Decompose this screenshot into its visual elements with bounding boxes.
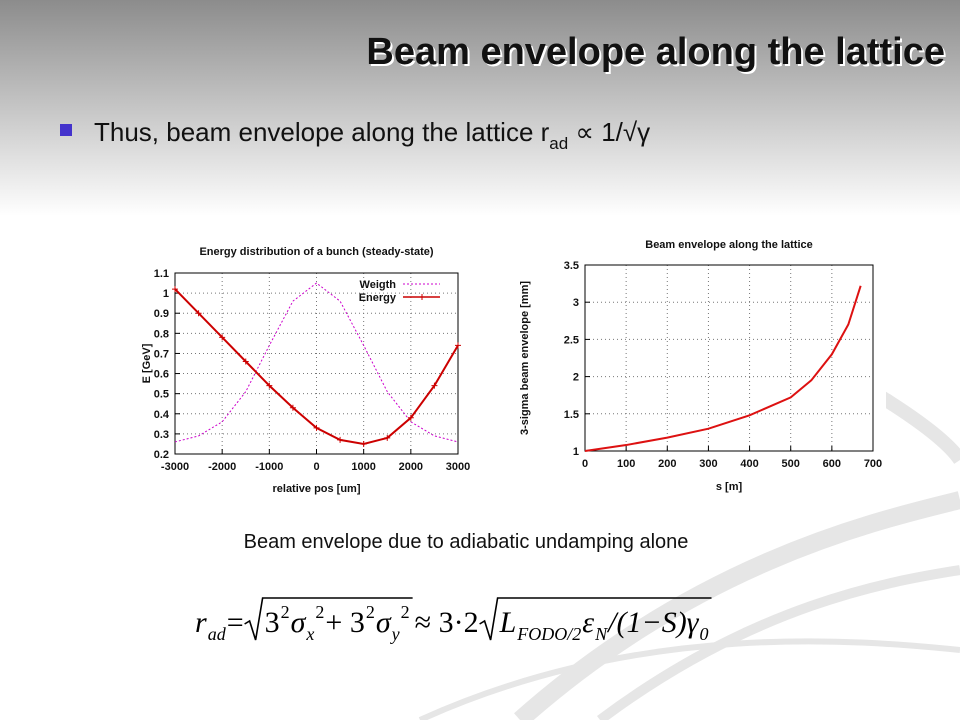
- series-line: [584, 285, 862, 452]
- formula: r ad = 3 2 σ x2 + 3 2 σ y2 ≈ 3·2 L FODO/2 ε N /(1−S…: [195, 597, 712, 644]
- x-tick-label: 300: [699, 458, 717, 470]
- point-marker: [360, 440, 367, 447]
- x-tick-label: 1000: [351, 461, 375, 473]
- formula-token: 3: [265, 606, 280, 639]
- slide-title: Beam envelope along the lattice: [366, 31, 945, 73]
- point-marker: [289, 404, 296, 411]
- formula-token: σ: [291, 606, 307, 639]
- chart-title: Beam envelope along the lattice: [645, 239, 813, 251]
- formula-token: ≈ 3·2: [415, 606, 479, 639]
- caption: Beam envelope due to adiabatic undamping…: [244, 531, 689, 553]
- y-axis-label: E [GeV]: [141, 343, 153, 383]
- y-tick-label: 0.8: [154, 328, 169, 340]
- point-marker: [266, 382, 273, 389]
- point-marker: [384, 434, 391, 441]
- bullet-tail: ∝ 1/√γ: [568, 117, 650, 147]
- x-tick-label: 100: [617, 458, 635, 470]
- x-tick-label: 0: [313, 461, 319, 473]
- radical: [244, 597, 413, 641]
- x-tick-label: 0: [582, 458, 588, 470]
- y-tick-label: 0.2: [154, 449, 169, 461]
- y-tick-label: 0.3: [154, 429, 169, 441]
- x-axis-label: s [m]: [716, 481, 743, 493]
- y-axis-label: 3-sigma beam envelope [mm]: [519, 281, 531, 435]
- legend-marker: [419, 294, 425, 300]
- x-tick-label: 200: [658, 458, 676, 470]
- point-marker: [242, 358, 249, 365]
- formula-token: ad: [208, 624, 227, 644]
- bullet-sub: ad: [549, 134, 568, 153]
- y-tick-label: 2: [573, 372, 579, 384]
- x-tick-label: 700: [864, 458, 882, 470]
- y-tick-label: 0.7: [154, 348, 169, 360]
- y-tick-label: 3: [573, 297, 579, 309]
- point-marker: [407, 414, 414, 421]
- point-marker: [431, 382, 438, 389]
- x-tick-label: 3000: [446, 461, 470, 473]
- chart-bg: [516, 230, 886, 492]
- x-tick-label: -1000: [255, 461, 283, 473]
- formula-token: 0: [700, 624, 709, 644]
- legend-label: Energy: [359, 292, 397, 304]
- x-tick-label: -2000: [208, 461, 236, 473]
- formula-token: 2: [315, 602, 324, 622]
- formula-token: x: [305, 624, 314, 644]
- formula-token: σ: [376, 606, 392, 639]
- formula-token: FODO/2: [516, 624, 581, 644]
- y-tick-label: 3.5: [564, 260, 579, 272]
- bullet-text: Thus, beam envelope along the lattice ra…: [94, 117, 650, 153]
- bullet-marker: [60, 124, 72, 136]
- formula-token: /(1−S)γ: [606, 606, 700, 639]
- legend-label: Weigth: [360, 279, 397, 291]
- bullet-main: Thus, beam envelope along the lattice r: [94, 117, 550, 147]
- y-tick-label: 2.5: [564, 334, 579, 346]
- formula-token: + 3: [325, 606, 364, 639]
- y-tick-label: 0.6: [154, 369, 169, 381]
- y-tick-label: 1.1: [154, 268, 169, 280]
- point-marker: [219, 334, 226, 341]
- formula-token: y: [390, 624, 400, 644]
- x-tick-label: 2000: [399, 461, 423, 473]
- point-marker: [337, 436, 344, 443]
- x-axis-label: relative pos [um]: [272, 483, 360, 495]
- x-tick-label: 500: [782, 458, 800, 470]
- x-tick-label: 400: [740, 458, 758, 470]
- point-marker: [195, 310, 202, 317]
- formula-token: 2: [366, 602, 375, 622]
- formula-token: =: [227, 606, 244, 639]
- y-tick-label: 1: [573, 446, 579, 458]
- series-line: [174, 282, 459, 443]
- point-marker: [313, 424, 320, 431]
- chart-title: Energy distribution of a bunch (steady-s…: [199, 246, 433, 258]
- radical: [479, 597, 712, 641]
- point-marker: [172, 286, 178, 293]
- formula-token: 2: [281, 602, 290, 622]
- formula-token: N: [594, 624, 608, 644]
- formula-token: L: [499, 606, 517, 639]
- formula-token: ε: [582, 606, 594, 639]
- y-tick-label: 1: [163, 288, 169, 300]
- formula-token: 2: [401, 602, 410, 622]
- x-tick-label: -3000: [161, 461, 189, 473]
- formula-token: r: [195, 606, 207, 639]
- chart-bg: [140, 238, 482, 500]
- plot-frame: [174, 272, 459, 455]
- y-tick-label: 0.9: [154, 308, 169, 320]
- y-tick-label: 0.4: [154, 409, 170, 421]
- x-tick-label: 600: [823, 458, 841, 470]
- plot-frame: [584, 264, 874, 452]
- y-tick-label: 0.5: [154, 389, 169, 401]
- y-tick-label: 1.5: [564, 409, 579, 421]
- point-marker: [455, 342, 461, 349]
